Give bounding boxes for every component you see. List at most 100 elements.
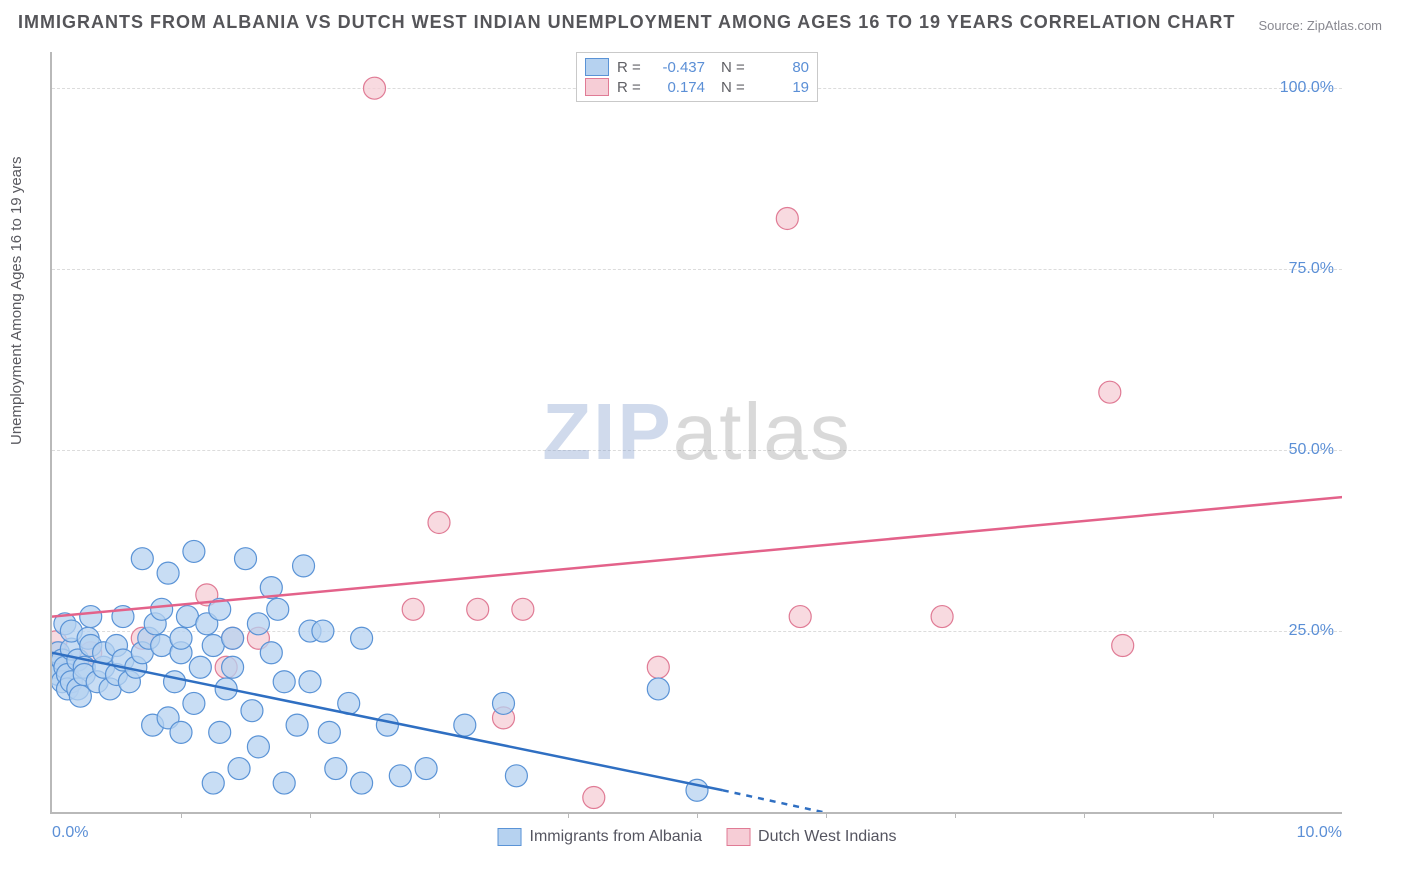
legend-n-label: N = bbox=[721, 59, 751, 76]
scatter-point bbox=[215, 656, 237, 678]
scatter-point bbox=[52, 642, 69, 664]
legend-r-value-blue: -0.437 bbox=[655, 59, 705, 76]
gridline bbox=[52, 631, 1342, 632]
scatter-point bbox=[60, 671, 82, 693]
scatter-point bbox=[54, 656, 76, 678]
scatter-point bbox=[189, 656, 211, 678]
scatter-point bbox=[505, 765, 527, 787]
x-tick bbox=[826, 812, 827, 818]
x-tick bbox=[697, 812, 698, 818]
y-tick-label: 75.0% bbox=[1289, 260, 1334, 278]
scatter-point bbox=[131, 642, 153, 664]
legend-series: Immigrants from Albania Dutch West India… bbox=[498, 828, 897, 846]
gridline bbox=[52, 450, 1342, 451]
scatter-point bbox=[52, 642, 67, 664]
scatter-point bbox=[222, 656, 244, 678]
scatter-point bbox=[52, 649, 73, 671]
legend-swatch-pink bbox=[726, 828, 750, 846]
scatter-point bbox=[260, 577, 282, 599]
x-tick bbox=[1213, 812, 1214, 818]
chart-title: IMMIGRANTS FROM ALBANIA VS DUTCH WEST IN… bbox=[18, 12, 1235, 33]
legend-r-label: R = bbox=[617, 79, 647, 96]
scatter-point bbox=[776, 207, 798, 229]
scatter-point bbox=[86, 671, 108, 693]
trend-line bbox=[52, 494, 1342, 617]
x-tick bbox=[568, 812, 569, 818]
legend-r-value-pink: 0.174 bbox=[655, 79, 705, 96]
scatter-point bbox=[428, 511, 450, 533]
plot-area: ZIPatlas R = -0.437 N = 80 R = 0.174 N =… bbox=[50, 52, 1342, 814]
scatter-point bbox=[183, 692, 205, 714]
scatter-point bbox=[131, 548, 153, 570]
legend-item-blue: Immigrants from Albania bbox=[498, 828, 703, 846]
trend-line-extrapolated bbox=[723, 790, 839, 812]
scatter-point bbox=[493, 692, 515, 714]
scatter-point bbox=[69, 685, 91, 707]
scatter-point bbox=[80, 606, 102, 628]
scatter-point bbox=[112, 649, 134, 671]
scatter-point bbox=[196, 584, 218, 606]
y-tick-label: 25.0% bbox=[1289, 622, 1334, 640]
scatter-point bbox=[686, 779, 708, 801]
legend-label-blue: Immigrants from Albania bbox=[530, 828, 703, 846]
x-tick bbox=[181, 812, 182, 818]
scatter-point bbox=[60, 638, 82, 660]
scatter-point bbox=[142, 714, 164, 736]
scatter-point bbox=[209, 598, 231, 620]
legend-n-value-blue: 80 bbox=[759, 59, 809, 76]
watermark-atlas: atlas bbox=[673, 387, 852, 476]
legend-swatch-pink bbox=[585, 78, 609, 96]
scatter-point bbox=[376, 714, 398, 736]
scatter-point bbox=[325, 758, 347, 780]
legend-n-label: N = bbox=[721, 79, 751, 96]
scatter-point bbox=[931, 606, 953, 628]
scatter-point bbox=[93, 642, 115, 664]
chart-svg bbox=[52, 52, 1342, 812]
legend-label-pink: Dutch West Indians bbox=[758, 828, 896, 846]
scatter-point bbox=[493, 707, 515, 729]
scatter-point bbox=[402, 598, 424, 620]
scatter-point bbox=[454, 714, 476, 736]
x-tick bbox=[439, 812, 440, 818]
x-tick bbox=[1084, 812, 1085, 818]
scatter-point bbox=[176, 606, 198, 628]
scatter-point bbox=[106, 635, 128, 657]
legend-swatch-blue bbox=[498, 828, 522, 846]
scatter-point bbox=[583, 787, 605, 809]
scatter-point bbox=[647, 678, 669, 700]
scatter-point bbox=[351, 772, 373, 794]
y-tick-label: 50.0% bbox=[1289, 441, 1334, 459]
legend-n-value-pink: 19 bbox=[759, 79, 809, 96]
scatter-point bbox=[112, 606, 134, 628]
chart-container: IMMIGRANTS FROM ALBANIA VS DUTCH WEST IN… bbox=[0, 0, 1406, 892]
legend-item-pink: Dutch West Indians bbox=[726, 828, 896, 846]
scatter-point bbox=[125, 656, 147, 678]
scatter-point bbox=[183, 540, 205, 562]
scatter-point bbox=[52, 671, 73, 693]
scatter-point bbox=[93, 656, 115, 678]
scatter-point bbox=[647, 656, 669, 678]
scatter-point bbox=[157, 707, 179, 729]
scatter-point bbox=[247, 736, 269, 758]
scatter-point bbox=[56, 678, 78, 700]
scatter-point bbox=[293, 555, 315, 577]
scatter-point bbox=[273, 772, 295, 794]
scatter-point bbox=[228, 758, 250, 780]
y-axis-label: Unemployment Among Ages 16 to 19 years bbox=[8, 156, 25, 445]
scatter-point bbox=[299, 671, 321, 693]
scatter-point bbox=[318, 721, 340, 743]
scatter-point bbox=[170, 642, 192, 664]
legend-r-label: R = bbox=[617, 59, 647, 76]
legend-stats: R = -0.437 N = 80 R = 0.174 N = 19 bbox=[576, 52, 818, 102]
scatter-point bbox=[267, 598, 289, 620]
scatter-point bbox=[273, 671, 295, 693]
scatter-point bbox=[415, 758, 437, 780]
scatter-point bbox=[1112, 635, 1134, 657]
scatter-point bbox=[52, 663, 69, 685]
scatter-point bbox=[789, 606, 811, 628]
x-tick bbox=[310, 812, 311, 818]
scatter-point bbox=[1099, 381, 1121, 403]
watermark: ZIPatlas bbox=[542, 386, 851, 478]
scatter-point bbox=[202, 635, 224, 657]
scatter-point bbox=[286, 714, 308, 736]
